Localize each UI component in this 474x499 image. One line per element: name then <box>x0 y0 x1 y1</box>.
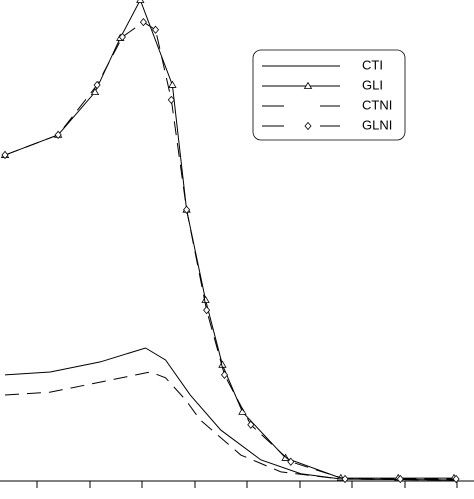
marker <box>238 407 247 415</box>
marker <box>396 474 404 484</box>
marker <box>139 17 147 27</box>
series-line <box>4 371 457 481</box>
legend-label: GLNI <box>362 117 392 132</box>
legend-box <box>252 49 406 141</box>
marker <box>1 150 9 160</box>
marker <box>287 457 295 466</box>
legend-label: GLI <box>362 77 383 92</box>
marker <box>203 305 211 315</box>
marker <box>118 32 126 42</box>
marker <box>168 80 177 88</box>
legend-marker <box>303 81 313 89</box>
marker <box>167 95 175 104</box>
marker <box>201 295 210 303</box>
marker <box>90 87 100 96</box>
marker <box>152 25 160 34</box>
series-line <box>4 347 457 481</box>
x-axis-ticks <box>36 481 458 488</box>
legend-label: CTNI <box>362 97 392 112</box>
marker <box>247 420 255 429</box>
marker <box>220 370 229 379</box>
marker <box>136 0 145 3</box>
marker <box>54 130 62 139</box>
legend-label: CTI <box>362 57 383 72</box>
marker <box>341 474 349 484</box>
marker <box>452 474 460 484</box>
legend-marker <box>304 121 312 131</box>
marker <box>93 80 101 90</box>
marker <box>183 205 191 214</box>
